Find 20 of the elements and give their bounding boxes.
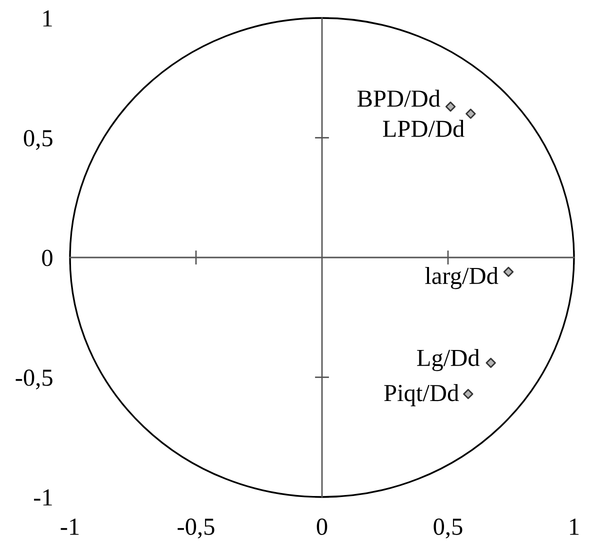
y-tick-label: 0 bbox=[42, 250, 52, 266]
y-tick-label: 0,5 bbox=[24, 130, 52, 150]
point bbox=[463, 388, 474, 400]
annotation: Lg/Dd bbox=[417, 349, 480, 372]
x-tick-label: 0,5 bbox=[434, 518, 462, 538]
y-tick-label: 1 bbox=[43, 10, 52, 26]
annotation: Piqt/Dd bbox=[384, 384, 459, 406]
x-tick-label: -0,5 bbox=[178, 518, 214, 538]
y-tick-label: -1 bbox=[34, 489, 52, 506]
x-tick-label: 1 bbox=[570, 518, 579, 535]
annotation: LPD/Dd bbox=[383, 120, 464, 138]
point bbox=[466, 108, 476, 119]
x-tick-label: 0 bbox=[316, 518, 328, 535]
point bbox=[503, 266, 514, 277]
y-tick-label: -0,5 bbox=[16, 370, 52, 390]
annotation: larg/Dd bbox=[425, 267, 498, 290]
x-tick-label: -1 bbox=[60, 518, 79, 535]
point bbox=[445, 102, 456, 112]
point bbox=[486, 358, 496, 368]
annotation: BPD/Dd bbox=[357, 90, 440, 107]
